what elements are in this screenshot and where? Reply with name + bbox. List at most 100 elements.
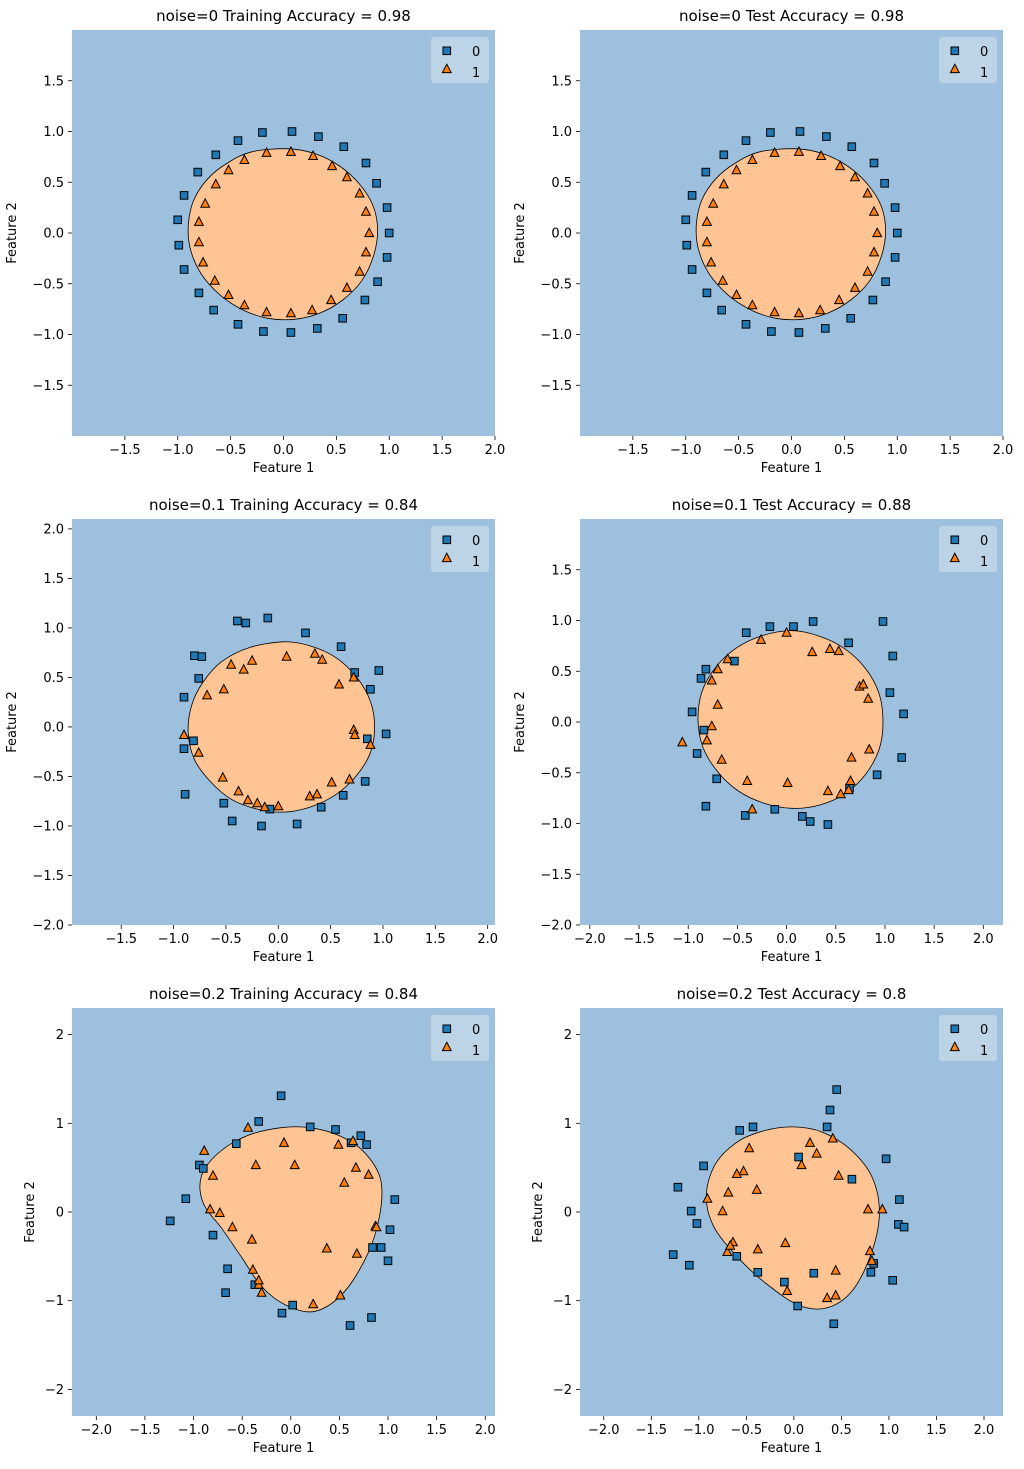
data-point-class-1 <box>253 1274 264 1285</box>
x-tick-label: −1.0 <box>672 932 704 947</box>
data-point-class-1 <box>256 1286 267 1297</box>
x-tick-label: −1.5 <box>636 1423 668 1438</box>
data-point-class-0 <box>360 295 370 305</box>
data-point-class-1 <box>363 1168 374 1179</box>
x-axis-label: Feature 1 <box>253 950 315 965</box>
data-point-class-0 <box>699 725 709 735</box>
data-point-class-1 <box>793 307 805 318</box>
y-tick-label: 1 <box>56 1117 64 1132</box>
chart-panel-6: −2.0 −1.5 −1.0 −0.5 0.0 0.5 1.0 1.5 2.0−2−1012Fe… <box>531 985 1003 1456</box>
y-tick-label: 0.0 <box>551 716 572 731</box>
data-point-class-0 <box>179 692 189 702</box>
data-point-class-0 <box>895 1195 904 1204</box>
y-tick-label: −0.5 <box>540 766 572 781</box>
data-point-class-0 <box>362 1140 371 1149</box>
data-point-class-1 <box>806 646 818 657</box>
y-tick-label: −1.0 <box>540 328 572 343</box>
data-point-class-1 <box>746 803 758 814</box>
data-point-class-1 <box>830 1289 841 1300</box>
data-point-class-1 <box>702 1192 713 1203</box>
data-point-class-0 <box>735 1126 745 1135</box>
y-axis-label: Feature 2 <box>531 1181 546 1243</box>
legend-marker-class-1 <box>441 63 453 74</box>
data-point-class-1 <box>827 1132 839 1143</box>
data-point-class-1 <box>207 1169 219 1180</box>
data-point-class-1 <box>311 788 323 799</box>
data-point-class-0 <box>789 622 798 631</box>
y-tick-label: 1 <box>564 1117 572 1132</box>
data-point-class-1 <box>278 1136 290 1147</box>
data-point-class-0 <box>368 1243 377 1252</box>
legend-marker-class-1 <box>949 1041 961 1052</box>
data-point-class-1 <box>289 1159 300 1170</box>
data-point-class-0 <box>390 1195 400 1204</box>
data-point-class-0 <box>382 203 392 212</box>
legend-label-class-0: 0 <box>980 45 988 60</box>
x-tick-label: 1.5 <box>924 932 945 947</box>
data-point-class-0 <box>233 136 243 145</box>
x-tick-label: 2.0 <box>974 1423 995 1438</box>
x-axis-label: Feature 1 <box>761 461 823 476</box>
legend-box <box>939 37 997 83</box>
y-tick-label: −1 <box>45 1294 64 1309</box>
data-point-class-0 <box>179 191 189 200</box>
data-point-class-1 <box>316 653 328 664</box>
data-point-class-1 <box>712 698 723 709</box>
legend-marker-class-1 <box>949 63 961 74</box>
x-tick-label: 1.0 <box>373 932 394 947</box>
x-tick-label: 0.5 <box>320 932 341 947</box>
data-point-class-1 <box>835 788 846 799</box>
data-point-class-1 <box>304 790 315 801</box>
data-point-class-1 <box>781 1285 793 1295</box>
data-point-class-0 <box>701 664 711 674</box>
y-tick-label: 1.0 <box>551 125 572 140</box>
y-tick-label: −2 <box>553 1383 572 1398</box>
legend-box <box>431 37 489 83</box>
y-tick-label: 0.5 <box>551 176 572 191</box>
data-point-class-0 <box>701 167 711 177</box>
data-point-class-1 <box>225 658 237 669</box>
data-point-class-1 <box>252 797 263 808</box>
data-point-class-1 <box>326 160 338 171</box>
y-axis-label: Feature 2 <box>5 202 20 264</box>
data-point-class-0 <box>189 736 198 746</box>
x-tick-label: −0.5 <box>722 932 754 947</box>
x-tick-label: 0.0 <box>781 443 802 458</box>
data-point-class-0 <box>741 136 751 145</box>
data-point-class-1 <box>712 663 723 674</box>
data-point-class-0 <box>277 1308 287 1318</box>
chart-panel-2: −1.5 −1.0 −0.5 0.0 0.5 1.0 1.5 2.0 −1.5 −1.0 −0.5 0… <box>513 7 1013 476</box>
data-point-class-1 <box>325 294 337 305</box>
x-tick-label: −1.0 <box>178 1423 210 1438</box>
data-point-class-1 <box>722 1246 733 1256</box>
legend: 01 <box>431 37 489 83</box>
y-tick-label: −2.0 <box>540 919 572 934</box>
data-point-class-1 <box>814 304 826 315</box>
data-point-class-1 <box>751 1183 763 1194</box>
y-axis-label: Feature 2 <box>513 691 528 753</box>
y-tick-label: 0 <box>56 1206 64 1221</box>
chart-title: noise=0.1 Training Accuracy = 0.84 <box>149 496 418 514</box>
x-tick-label: 0.0 <box>273 443 294 458</box>
data-point-class-1 <box>307 1298 319 1309</box>
legend-box <box>431 1015 489 1061</box>
data-point-class-1 <box>849 171 861 182</box>
data-point-class-1 <box>321 1242 333 1253</box>
data-point-class-0 <box>179 744 189 754</box>
data-point-class-0 <box>345 1321 355 1330</box>
x-tick-label: −0.5 <box>731 1423 763 1438</box>
x-axis-label: Feature 1 <box>253 1441 315 1456</box>
legend-label-class-1: 1 <box>472 1044 480 1059</box>
y-tick-label: 2 <box>56 1028 64 1043</box>
legend: 01 <box>939 1015 997 1061</box>
data-point-class-0 <box>795 127 805 136</box>
data-point-class-1 <box>731 1168 743 1178</box>
data-point-class-1 <box>707 197 719 208</box>
data-point-class-0 <box>179 265 189 274</box>
x-tick-label: 0.0 <box>280 1423 301 1438</box>
x-axis-label: Feature 1 <box>761 1441 823 1456</box>
x-tick-label: 2.0 <box>993 443 1014 458</box>
data-point-class-0 <box>174 240 184 250</box>
data-point-class-1 <box>769 306 780 317</box>
data-point-class-0 <box>692 1219 702 1228</box>
